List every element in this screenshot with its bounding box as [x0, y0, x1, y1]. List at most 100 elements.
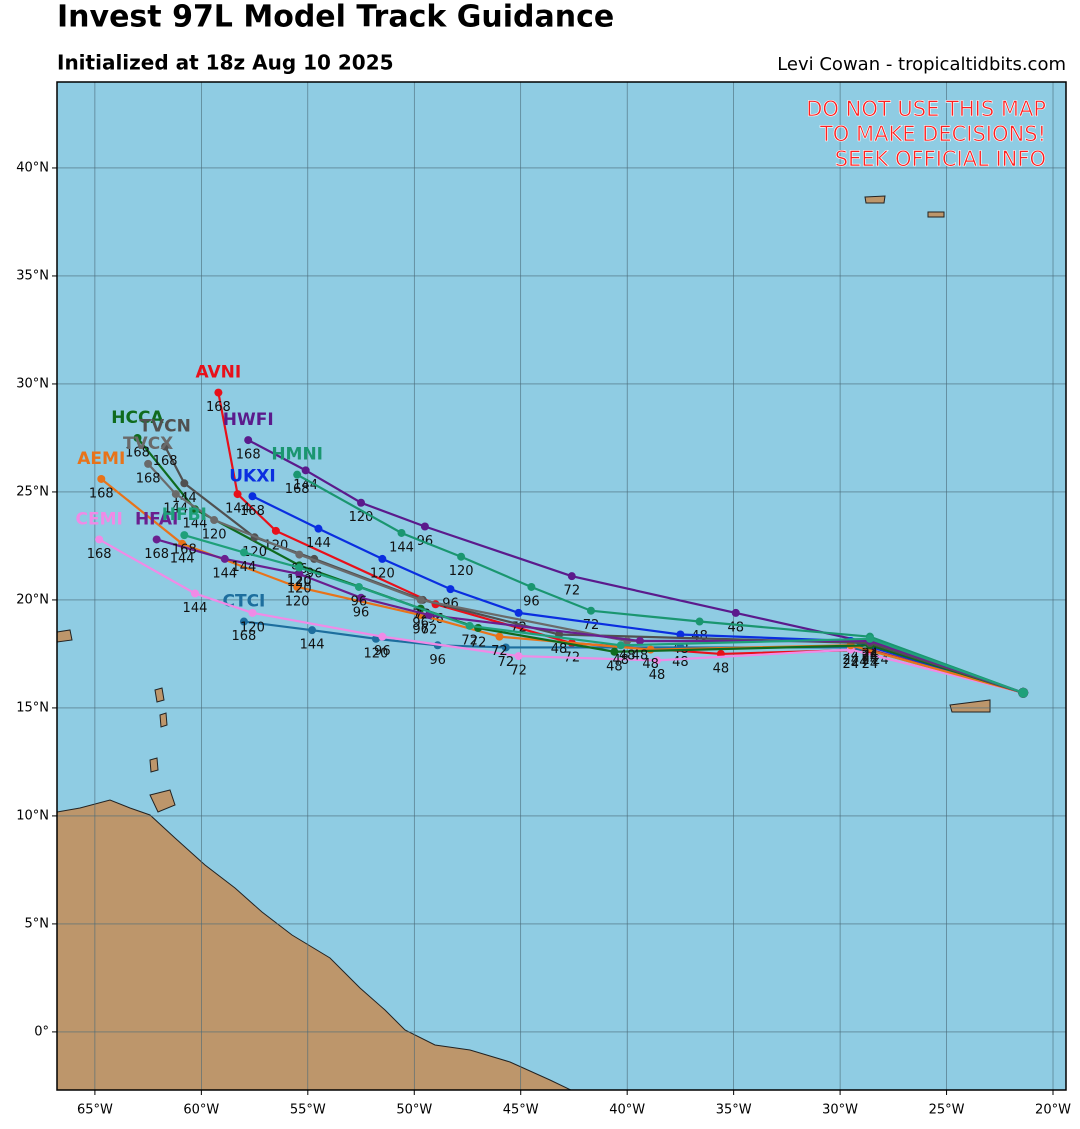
forecast-hour: 24 [862, 651, 879, 666]
forecast-hour: 24 [842, 653, 859, 668]
forecast-hour: 48 [713, 661, 730, 676]
track-line [296, 473, 1024, 694]
forecast-hour: 120 [202, 528, 227, 543]
model-name: HCCA [111, 408, 164, 428]
forecast-hour: 144 [306, 536, 331, 551]
forecast-hour: 168 [236, 448, 261, 463]
y-tick-label: 25°N [16, 484, 49, 499]
y-tick-label: 40°N [16, 160, 49, 175]
forecast-hour: 72 [564, 584, 581, 599]
y-tick-label: 10°N [16, 808, 49, 823]
model-name: CTCI [223, 592, 266, 612]
forecast-hour: 72 [510, 664, 527, 679]
y-tick-label: 15°N [16, 700, 49, 715]
forecast-hour: 120 [364, 646, 389, 661]
model-name: HFBI [162, 505, 207, 525]
forecast-hour: 144 [183, 601, 208, 616]
forecast-hour: 24 [862, 657, 879, 672]
track-point [731, 608, 740, 617]
model-name: HMNI [271, 445, 323, 465]
track-point [514, 608, 523, 617]
forecast-hour: 144 [183, 517, 208, 532]
track-point [295, 563, 304, 572]
track-point [446, 585, 455, 594]
track-point [171, 490, 180, 499]
track-point [1018, 687, 1029, 698]
forecast-hour: 168 [285, 482, 310, 497]
title: Invest 97L Model Track Guidance [57, 0, 614, 35]
track-point [180, 479, 189, 488]
track-point [695, 617, 704, 626]
forecast-hour: 144 [225, 502, 250, 517]
track-point [244, 436, 253, 445]
track-point [161, 442, 170, 451]
model-name: AEMI [77, 449, 125, 469]
forecast-hour: 120 [287, 575, 312, 590]
forecast-hour: 144 [389, 540, 414, 555]
forecast-hour: 48 [649, 668, 666, 683]
forecast-hour: 168 [89, 486, 114, 501]
forecast-hour: 96 [412, 616, 429, 631]
credit: Levi Cowan - tropicaltidbits.com [777, 54, 1066, 75]
track-point [635, 636, 644, 645]
track-point [465, 621, 474, 630]
forecast-hour: 48 [613, 653, 630, 668]
forecast-hour: 48 [672, 655, 689, 670]
forecast-hour: 144 [163, 502, 188, 517]
y-tick-label: 20°N [16, 592, 49, 607]
track-point [271, 526, 280, 535]
x-tick-label: 55°W [290, 1103, 326, 1118]
y-tick-label: 35°N [16, 268, 49, 283]
x-tick-label: 65°W [77, 1103, 113, 1118]
forecast-hour: 24 [862, 648, 879, 663]
forecast-hour: 96 [353, 605, 370, 620]
forecast-hour: 72 [470, 636, 487, 651]
x-tick-label: 25°W [929, 1103, 965, 1118]
track-point [308, 626, 317, 635]
forecast-hour: 72 [421, 623, 438, 638]
track-point [301, 466, 310, 475]
forecast-hour: 96 [412, 623, 429, 638]
model-name: TVCN [139, 417, 190, 437]
forecast-hour: 168 [87, 547, 112, 562]
track-point [495, 632, 504, 641]
track-point [514, 652, 523, 661]
track-point [214, 388, 223, 397]
forecast-hour: 144 [300, 638, 325, 653]
track-point [501, 643, 510, 652]
warning-text: DO NOT USE THIS MAP [806, 97, 1046, 121]
track-point [190, 589, 199, 598]
subtitle: Initialized at 18z Aug 10 2025 [57, 51, 394, 75]
forecast-hour: 24 [862, 646, 879, 661]
track-point [416, 595, 425, 604]
track-point [293, 470, 302, 479]
track-point [239, 548, 248, 557]
forecast-hour: 168 [240, 504, 265, 519]
track-point [865, 634, 874, 643]
forecast-hour: 72 [491, 644, 508, 659]
forecast-hour: 48 [619, 648, 636, 663]
warning-text: TO MAKE DECISIONS! [819, 122, 1046, 146]
forecast-hour: 168 [232, 629, 257, 644]
track-point [616, 641, 625, 650]
forecast-hour: 168 [136, 471, 161, 486]
forecast-hour: 24 [862, 653, 879, 668]
track-point [378, 632, 387, 641]
track-point [610, 647, 619, 656]
map-frame [56, 81, 1067, 1091]
forecast-hour: 72 [461, 633, 478, 648]
track-point [314, 524, 323, 533]
forecast-hour: 72 [583, 618, 600, 633]
x-tick-label: 30°W [822, 1103, 858, 1118]
forecast-hour: 168 [206, 400, 231, 415]
warning-text: SEEK OFFICIAL INFO [835, 147, 1046, 171]
forecast-hour: 120 [370, 566, 395, 581]
forecast-hour: 24 [862, 648, 879, 663]
forecast-hour: 24 [842, 657, 859, 672]
x-tick-label: 45°W [503, 1103, 539, 1118]
forecast-hour: 24 [851, 655, 868, 670]
track-point [295, 570, 304, 579]
model-name: UKXI [229, 466, 275, 486]
track-point [586, 606, 595, 615]
